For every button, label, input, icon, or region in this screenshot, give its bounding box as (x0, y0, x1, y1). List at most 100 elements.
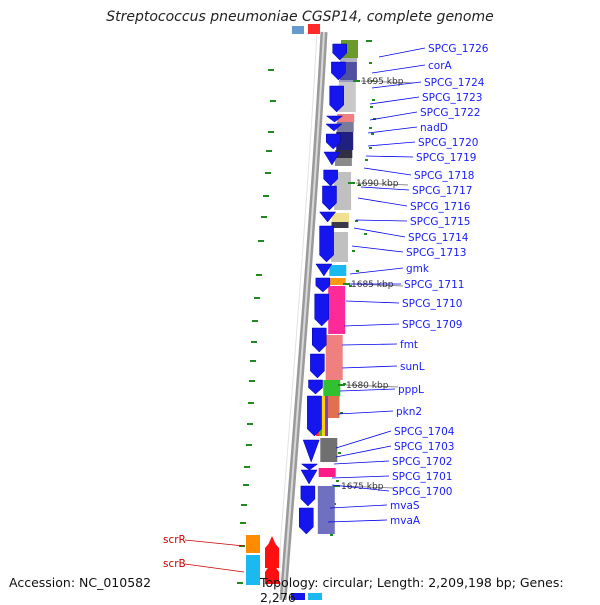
gc-tick (355, 220, 358, 222)
gene-arrow (331, 61, 346, 81)
gene-label: gmk (406, 263, 430, 275)
label-leader (369, 96, 420, 105)
cog-strip (334, 172, 352, 210)
gc-tick (254, 297, 260, 299)
scale-tick (353, 80, 360, 82)
gene-label: pkn2 (396, 406, 422, 418)
label-leader (331, 484, 390, 492)
cog-strip (291, 593, 305, 600)
gene-label: SPCG_1713 (406, 247, 466, 259)
label-leader (339, 388, 396, 392)
gene-label: nadD (420, 122, 448, 134)
scale-tick (333, 485, 340, 487)
gene-label: SPCG_1720 (418, 137, 478, 149)
backbone (275, 24, 328, 600)
gene-arrow (307, 395, 322, 437)
cog-strip (308, 593, 322, 600)
label-leader (333, 460, 390, 465)
label-leader (367, 126, 418, 134)
cog-strip (335, 150, 353, 158)
gene-arrow (319, 211, 337, 223)
gene-label: SPCG_1723 (422, 92, 482, 104)
gene-label: SPCG_1716 (410, 201, 471, 213)
gene-label: SPCG_1715 (410, 216, 470, 228)
gc-tick (237, 582, 243, 584)
gene-label: scrR (163, 534, 186, 546)
scale-line (345, 384, 399, 388)
scale-tick (343, 283, 350, 285)
gc-tick (241, 504, 247, 506)
cog-strip (325, 335, 343, 380)
label-leader (335, 445, 392, 458)
gene-label: SPCG_1704 (394, 426, 455, 438)
label-leader (341, 343, 398, 346)
scale-tick (348, 182, 355, 184)
cog-strip (329, 265, 347, 276)
label-leader (343, 323, 400, 327)
gc-tick (369, 147, 372, 149)
gene-arrow (325, 133, 341, 150)
gc-tick (369, 62, 372, 64)
gc-tick (372, 99, 375, 101)
label-leader (371, 64, 426, 74)
label-leader (360, 186, 410, 191)
cog-strip (331, 222, 349, 228)
cog-strip (340, 58, 358, 62)
gc-tick (366, 40, 369, 42)
gene-label: sunL (400, 361, 425, 373)
gene-label: scrB (163, 558, 186, 570)
gc-tick (330, 534, 333, 536)
cog-strip (246, 555, 260, 585)
gene-label: corA (428, 60, 453, 72)
gc-tick (336, 480, 339, 482)
gc-tick (266, 150, 272, 152)
genome-title: Streptococcus pneumoniae CGSP14, complet… (106, 9, 494, 25)
cog-strip (338, 80, 356, 82)
reverse-gene-arrow (265, 562, 279, 584)
gc-tick (340, 412, 343, 414)
label-leader (184, 563, 245, 573)
top-gene-fragment (308, 24, 320, 34)
gc-tick (246, 444, 252, 446)
cog-strip (325, 396, 328, 436)
cog-strip (336, 122, 354, 132)
gene-label: SPCG_1711 (404, 279, 464, 291)
gene-label: fmt (400, 339, 418, 351)
gc-tick (244, 466, 250, 468)
label-leader (365, 155, 414, 158)
gene-label: SPCG_1718 (414, 170, 474, 182)
backbone-highlight (282, 31, 325, 600)
gc-tick (370, 106, 373, 108)
cog-strip (332, 213, 349, 222)
label-leader (331, 475, 390, 479)
gene-label: SPCG_1726 (428, 43, 489, 55)
gc-tick (338, 452, 341, 454)
gc-tick (364, 233, 367, 235)
cog-strip (331, 232, 348, 262)
gene-arrow (315, 277, 331, 293)
cog-strip (318, 468, 336, 477)
gene-arrow (315, 263, 333, 277)
gene-arrow (310, 353, 325, 379)
label-leader (337, 410, 394, 415)
gene-arrow (300, 469, 318, 485)
scale-label: 1680 kbp (346, 381, 389, 391)
gc-tick (252, 320, 258, 322)
cog-strip (337, 114, 355, 122)
scale-tick (338, 384, 345, 386)
gene-label: SPCG_1703 (394, 441, 454, 453)
gc-tick (371, 80, 374, 82)
gene-arrow (325, 115, 344, 123)
gene-arrow (322, 185, 337, 211)
gene-arrow (329, 85, 344, 113)
gc-tick (268, 131, 274, 133)
scale-label: 1695 kbp (361, 77, 404, 87)
reverse-genes: scrR scrB (163, 534, 279, 585)
topology-text: Topology: circular; Length: 2,209,198 bp… (260, 575, 564, 605)
label-leader (353, 227, 406, 238)
gc-tick (265, 172, 271, 174)
label-leader (378, 47, 426, 58)
cog-strip (320, 438, 338, 462)
gene-label: SPCG_1717 (412, 185, 472, 197)
